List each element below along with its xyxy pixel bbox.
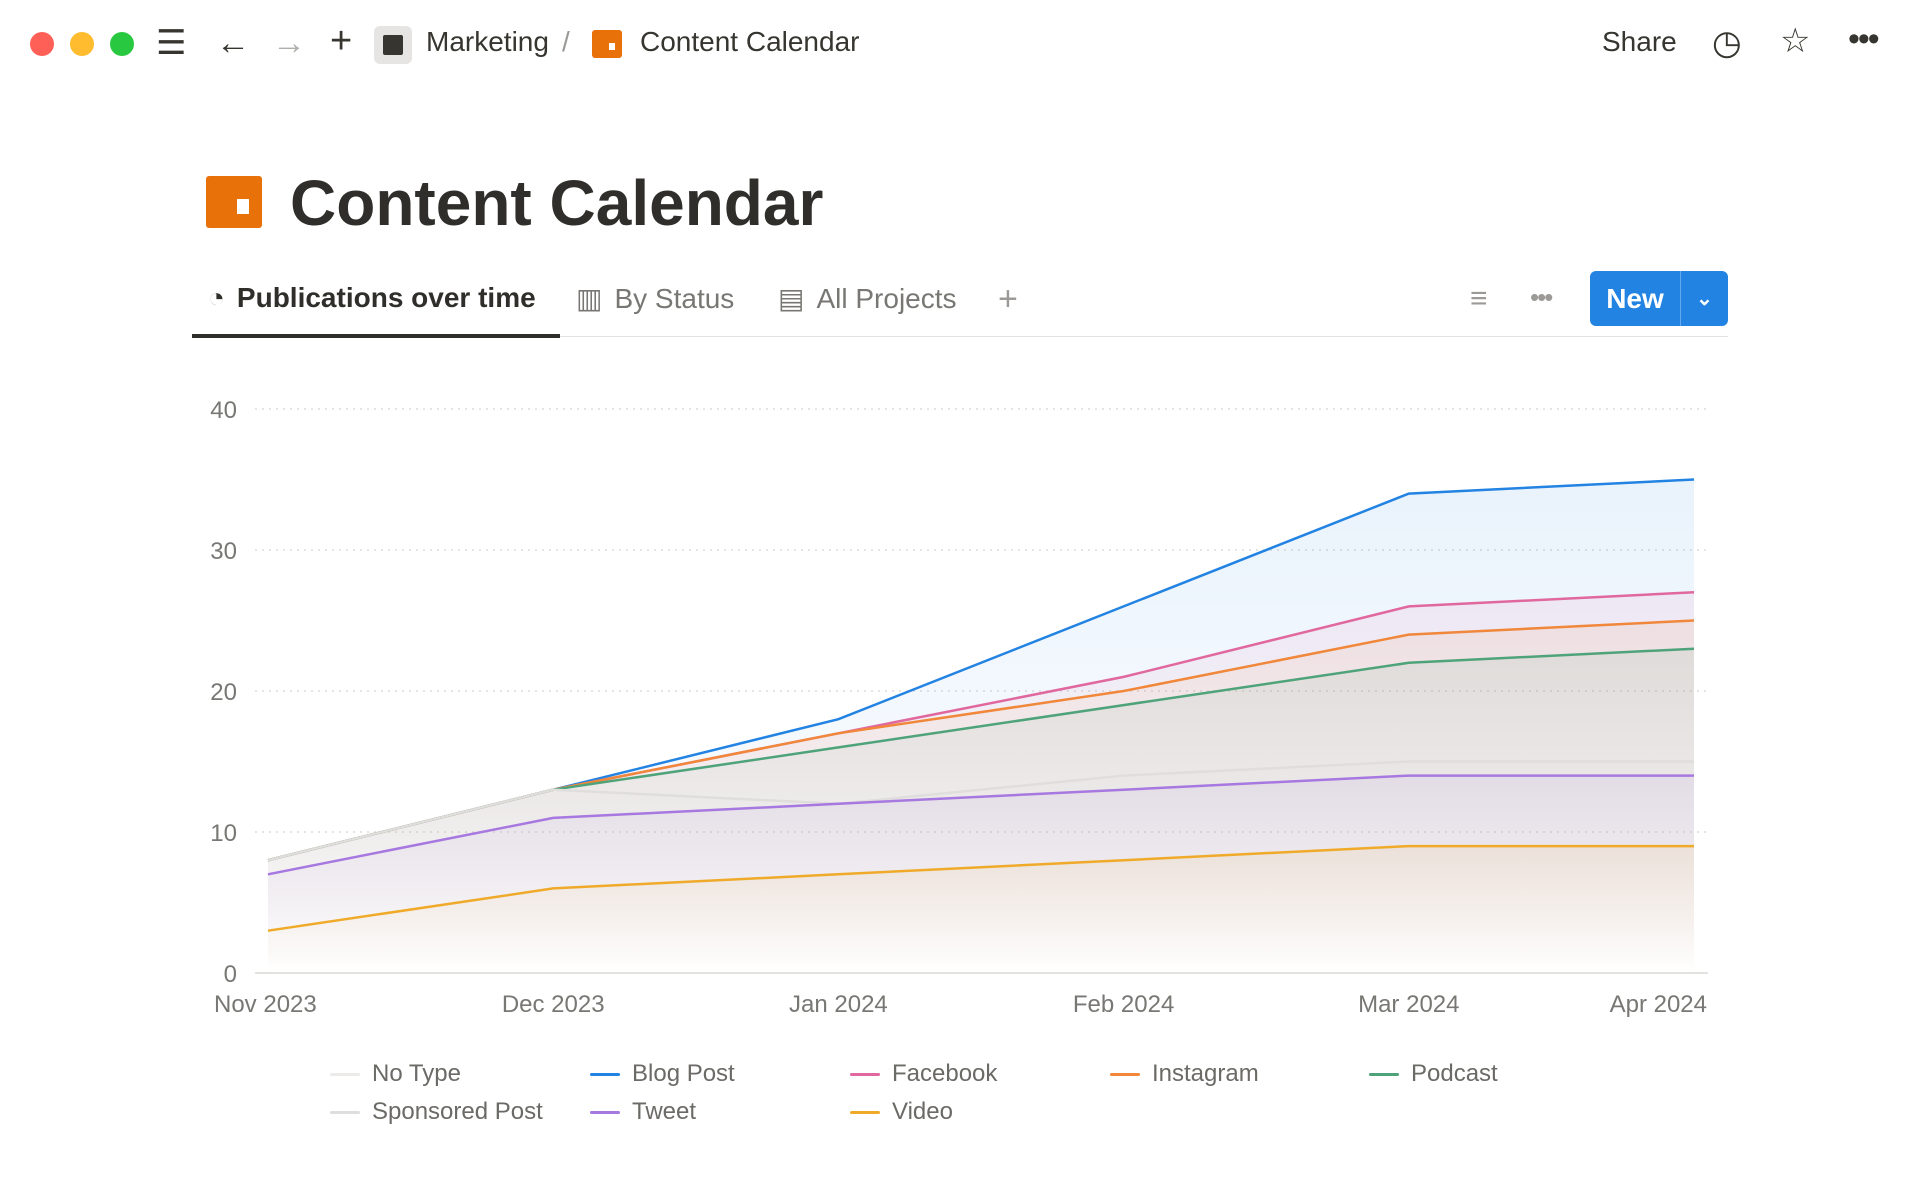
calendar-icon [592, 30, 622, 58]
legend-label: Podcast [1411, 1060, 1498, 1087]
legend-item[interactable]: Blog Post [590, 1060, 735, 1088]
add-view-icon[interactable]: + [998, 280, 1018, 318]
x-tick-label: Nov 2023 [214, 991, 317, 1018]
maximize-window-button[interactable] [110, 32, 134, 56]
chart-pie-icon: ◔ [208, 282, 225, 313]
legend-label: Instagram [1152, 1060, 1259, 1087]
legend-item[interactable]: No Type [330, 1060, 461, 1088]
legend-swatch [330, 1072, 360, 1076]
legend-swatch [590, 1072, 620, 1076]
back-arrow-icon[interactable]: ← [216, 24, 250, 62]
breadcrumb-separator: / [562, 26, 570, 57]
legend-label: Tweet [632, 1098, 697, 1125]
y-tick-label: 20 [210, 679, 237, 706]
y-tick-label: 0 [224, 961, 237, 988]
legend-item[interactable]: Instagram [1110, 1060, 1259, 1088]
line-tweet [267, 774, 1694, 876]
history-clock-icon[interactable]: ◷ [1712, 24, 1742, 62]
legend-swatch [330, 1110, 360, 1114]
x-tick-label: Apr 2024 [1610, 991, 1707, 1018]
more-options-icon[interactable]: ••• [1848, 20, 1880, 58]
tab-label: Publications over time [236, 282, 536, 313]
legend-swatch [590, 1110, 620, 1114]
tab-by-status[interactable]: ▥ By Status [576, 282, 734, 315]
tab-label: By Status [614, 282, 735, 314]
forward-arrow-icon[interactable]: → [272, 24, 306, 62]
legend-label: Blog Post [632, 1060, 735, 1087]
tab-divider [192, 336, 1728, 337]
legend-item[interactable]: Tweet [590, 1098, 696, 1126]
legend-label: Sponsored Post [372, 1098, 543, 1125]
favorite-star-icon[interactable]: ☆ [1780, 22, 1811, 60]
table-icon: ▤ [778, 283, 805, 314]
y-tick-label: 40 [210, 397, 237, 424]
y-tick-label: 10 [210, 820, 237, 847]
view-options-icon[interactable]: ••• [1530, 282, 1553, 312]
x-tick-label: Mar 2024 [1358, 991, 1459, 1018]
menu-icon[interactable]: ☰ [156, 24, 187, 62]
legend-item[interactable]: Video [850, 1098, 953, 1126]
page-title: Content Calendar [290, 167, 824, 239]
new-button-label: New [1606, 282, 1664, 314]
legend-swatch [850, 1110, 880, 1114]
page-calendar-icon [206, 176, 262, 228]
tab-all-projects[interactable]: ▤ All Projects [778, 282, 957, 315]
active-tab-indicator [192, 334, 560, 338]
y-tick-label: 30 [210, 538, 237, 565]
legend-swatch [1110, 1072, 1140, 1076]
legend-label: Video [892, 1098, 953, 1125]
chevron-down-icon[interactable]: ⌄ [1696, 288, 1713, 310]
x-tick-label: Feb 2024 [1073, 991, 1174, 1018]
legend-label: Facebook [892, 1060, 998, 1087]
legend-swatch [850, 1072, 880, 1076]
x-tick-label: Dec 2023 [502, 991, 605, 1018]
breadcrumb-content-calendar[interactable]: Content Calendar [640, 26, 860, 57]
breadcrumb-marketing[interactable]: Marketing [426, 26, 549, 57]
legend-item[interactable]: Sponsored Post [330, 1098, 543, 1126]
marketing-icon [374, 26, 412, 64]
minimize-window-button[interactable] [70, 32, 94, 56]
share-button[interactable]: Share [1602, 26, 1677, 57]
legend-item[interactable]: Facebook [850, 1060, 997, 1088]
filter-icon[interactable]: ≡ [1470, 282, 1488, 315]
area-video [268, 846, 1694, 973]
close-window-button[interactable] [30, 32, 54, 56]
legend-item[interactable]: Podcast [1369, 1060, 1498, 1088]
board-icon: ▥ [576, 283, 603, 314]
x-tick-label: Jan 2024 [789, 991, 888, 1018]
line-sponsored-post [267, 760, 1694, 862]
top-bar: ☰ ← → + Marketing / Content Calendar Sha… [0, 0, 1920, 88]
tab-publications-over-time[interactable]: ◔ Publications over time [208, 282, 536, 314]
tab-label: All Projects [816, 282, 957, 314]
line-video [267, 844, 1694, 932]
add-page-icon[interactable]: + [330, 20, 353, 62]
legend-swatch [1369, 1072, 1399, 1076]
legend-label: No Type [372, 1060, 461, 1087]
new-button[interactable]: New ⌄ [1590, 271, 1728, 326]
